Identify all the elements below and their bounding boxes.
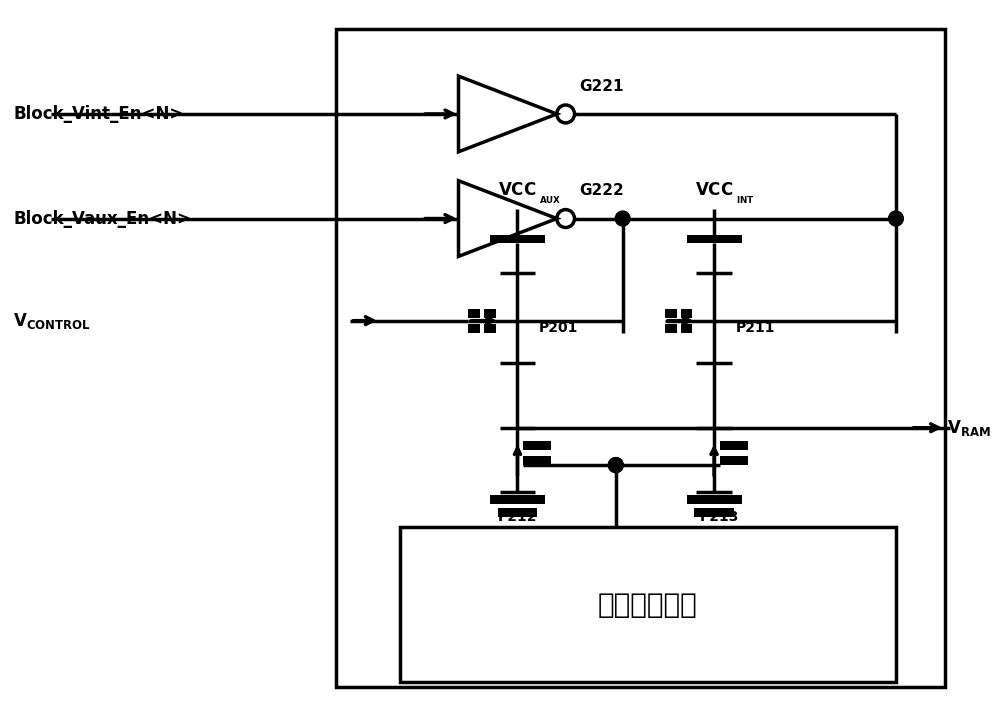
Circle shape xyxy=(608,457,623,472)
Text: $\mathbf{V}_{\mathbf{RAM}}$: $\mathbf{V}_{\mathbf{RAM}}$ xyxy=(947,418,991,438)
Text: P212: P212 xyxy=(498,510,537,524)
Bar xyxy=(720,441,748,450)
Bar xyxy=(665,324,677,332)
Bar xyxy=(523,456,551,465)
Text: G221: G221 xyxy=(579,78,624,93)
Text: $\mathbf{VCC}$: $\mathbf{VCC}$ xyxy=(695,181,733,199)
Bar xyxy=(468,309,480,317)
Bar xyxy=(468,324,480,332)
Text: P211: P211 xyxy=(736,321,775,335)
Text: Block_Vaux_En<N>: Block_Vaux_En<N> xyxy=(13,210,191,228)
Text: $\mathbf{V}_{\mathbf{CONTROL}}$: $\mathbf{V}_{\mathbf{CONTROL}}$ xyxy=(13,311,90,331)
Bar xyxy=(665,309,677,317)
Bar xyxy=(400,527,896,682)
Bar xyxy=(681,324,692,332)
Bar xyxy=(490,236,545,243)
Text: 存储单元区域: 存储单元区域 xyxy=(598,590,698,618)
Circle shape xyxy=(615,211,630,226)
Text: $_{\mathbf{AUX}}$: $_{\mathbf{AUX}}$ xyxy=(539,192,562,205)
Text: $_{\mathbf{INT}}$: $_{\mathbf{INT}}$ xyxy=(736,192,754,205)
Bar xyxy=(687,495,742,505)
Bar xyxy=(681,309,692,317)
Text: P213: P213 xyxy=(699,510,739,524)
Bar xyxy=(484,324,496,332)
Text: $\mathbf{VCC}$: $\mathbf{VCC}$ xyxy=(498,181,537,199)
Bar xyxy=(336,29,945,686)
Text: Block_Vint_En<N>: Block_Vint_En<N> xyxy=(13,105,184,123)
Circle shape xyxy=(889,211,903,226)
Bar xyxy=(490,495,545,505)
Text: P201: P201 xyxy=(539,321,578,335)
Bar xyxy=(523,441,551,450)
Bar xyxy=(484,309,496,317)
Bar xyxy=(720,456,748,465)
Text: G222: G222 xyxy=(579,183,624,198)
Bar xyxy=(687,236,742,243)
Bar xyxy=(498,508,537,518)
Bar xyxy=(694,508,734,518)
Circle shape xyxy=(608,457,623,472)
